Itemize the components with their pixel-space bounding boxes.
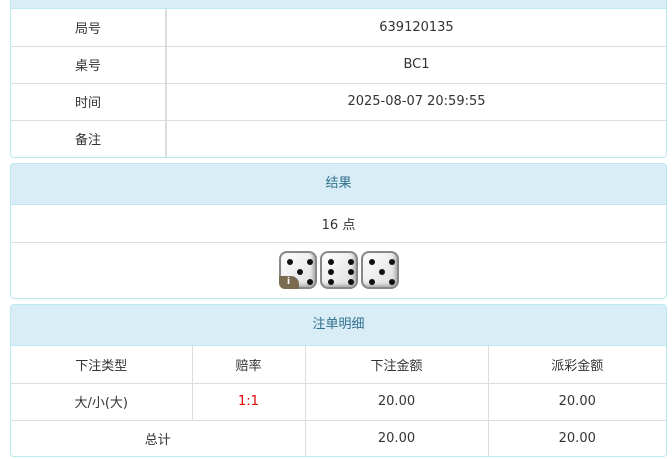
pip bbox=[347, 269, 354, 276]
total-label: 总计 bbox=[11, 419, 306, 456]
result-points: 16 点 bbox=[11, 205, 666, 243]
table-row: i bbox=[11, 241, 666, 298]
pip bbox=[368, 259, 375, 266]
payout: 20.00 bbox=[487, 382, 666, 421]
bet-type: 大/小(大) bbox=[11, 382, 193, 421]
bet-details-title: 注单明细 bbox=[11, 305, 666, 346]
total-row: 总计 20.00 20.00 bbox=[11, 419, 666, 456]
die-5: i bbox=[278, 251, 317, 290]
table-id-value: BC1 bbox=[165, 45, 666, 84]
remark-value bbox=[165, 119, 666, 157]
pip bbox=[327, 279, 334, 286]
remark-label: 备注 bbox=[11, 119, 167, 157]
pip bbox=[286, 259, 293, 266]
pip bbox=[327, 269, 334, 276]
round-info-table: 局号 639120135 桌号 BC1 时间 2025-08-07 20:59:55 … bbox=[11, 9, 666, 157]
table-row: 备注 bbox=[11, 119, 666, 157]
table-row: 局号 639120135 bbox=[11, 9, 666, 47]
round-id-label: 局号 bbox=[11, 9, 167, 47]
pip bbox=[347, 279, 354, 286]
bet-details-table: 下注类型 赔率 下注金额 派彩金额 大/小(大) 1:1 20.00 20.00… bbox=[11, 346, 666, 456]
pip bbox=[388, 259, 395, 266]
result-title: 结果 bbox=[11, 164, 666, 205]
pip bbox=[327, 259, 334, 266]
panel-header bbox=[11, 0, 666, 9]
col-bet-amount: 下注金额 bbox=[304, 346, 489, 384]
table-row: 16 点 bbox=[11, 205, 666, 243]
table-row: 时间 2025-08-07 20:59:55 bbox=[11, 82, 666, 121]
col-bet-type: 下注类型 bbox=[11, 346, 193, 384]
pip bbox=[368, 279, 375, 286]
pip bbox=[378, 269, 385, 276]
table-header-row: 下注类型 赔率 下注金额 派彩金额 bbox=[11, 346, 666, 384]
pip bbox=[388, 279, 395, 286]
odds: 1:1 bbox=[191, 382, 306, 421]
info-badge-icon[interactable]: i bbox=[278, 276, 299, 290]
bet-details-panel: 注单明细 下注类型 赔率 下注金额 派彩金额 大/小(大) 1:1 20.00 … bbox=[10, 304, 667, 457]
bet-amount: 20.00 bbox=[304, 382, 489, 421]
time-label: 时间 bbox=[11, 82, 167, 121]
pip bbox=[296, 269, 303, 276]
round-id-value: 639120135 bbox=[165, 9, 666, 47]
result-panel: 结果 16 点 i bbox=[10, 163, 667, 299]
pip bbox=[306, 259, 313, 266]
col-odds: 赔率 bbox=[191, 346, 306, 384]
table-row: 大/小(大) 1:1 20.00 20.00 bbox=[11, 382, 666, 421]
table-row: 桌号 BC1 bbox=[11, 45, 666, 84]
pip bbox=[306, 279, 313, 286]
die-5 bbox=[360, 251, 399, 290]
die-6 bbox=[319, 251, 358, 290]
round-info-panel: 局号 639120135 桌号 BC1 时间 2025-08-07 20:59:55 … bbox=[10, 0, 667, 158]
pip bbox=[347, 259, 354, 266]
col-payout: 派彩金额 bbox=[487, 346, 666, 384]
table-id-label: 桌号 bbox=[11, 45, 167, 84]
dice-row: i bbox=[11, 251, 666, 290]
total-payout: 20.00 bbox=[487, 419, 666, 456]
result-table: 16 点 i bbox=[11, 205, 666, 298]
time-value: 2025-08-07 20:59:55 bbox=[165, 82, 666, 121]
total-amount: 20.00 bbox=[304, 419, 489, 456]
